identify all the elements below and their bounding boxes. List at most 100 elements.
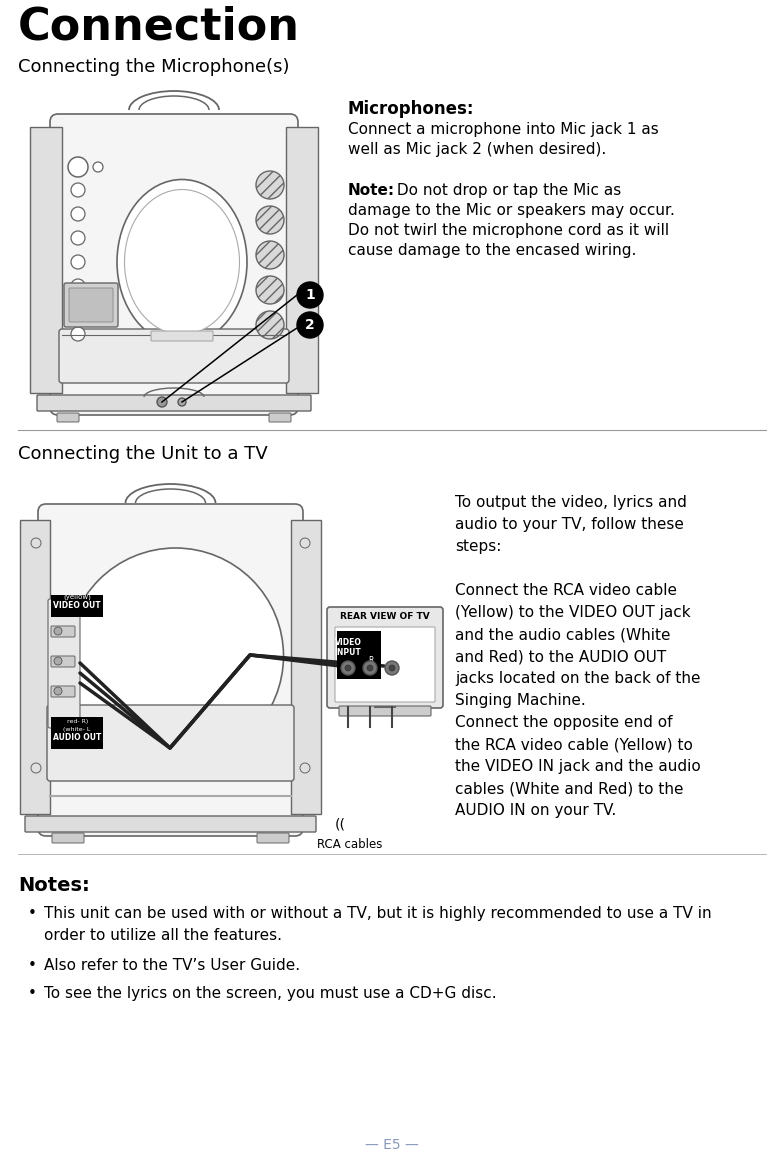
Circle shape: [300, 538, 310, 548]
Circle shape: [71, 280, 85, 293]
Text: Connect the RCA video cable: Connect the RCA video cable: [455, 583, 677, 599]
Polygon shape: [286, 126, 318, 393]
Circle shape: [71, 183, 85, 197]
FancyBboxPatch shape: [337, 631, 381, 679]
Text: (yellow): (yellow): [63, 594, 91, 600]
FancyBboxPatch shape: [269, 413, 291, 422]
Text: L: L: [386, 657, 390, 665]
Text: Connect the opposite end of: Connect the opposite end of: [455, 715, 673, 730]
FancyBboxPatch shape: [51, 626, 75, 637]
Circle shape: [93, 162, 103, 172]
FancyBboxPatch shape: [51, 686, 75, 697]
Circle shape: [300, 763, 310, 773]
FancyBboxPatch shape: [339, 706, 431, 716]
Ellipse shape: [117, 180, 247, 345]
Text: and Red) to the AUDIO OUT: and Red) to the AUDIO OUT: [455, 648, 666, 664]
Text: REAR VIEW OF TV: REAR VIEW OF TV: [340, 612, 430, 621]
FancyBboxPatch shape: [25, 815, 316, 832]
Text: jacks located on the back of the: jacks located on the back of the: [455, 670, 700, 686]
Text: (Yellow) to the VIDEO OUT jack: (Yellow) to the VIDEO OUT jack: [455, 606, 691, 619]
Text: audio to your TV, follow these: audio to your TV, follow these: [455, 517, 684, 532]
Text: cables (White and Red) to the: cables (White and Red) to the: [455, 781, 684, 796]
Text: R: R: [368, 657, 374, 665]
Circle shape: [71, 206, 85, 222]
Circle shape: [341, 661, 355, 675]
Circle shape: [157, 397, 167, 407]
Text: To output the video, lyrics and: To output the video, lyrics and: [455, 495, 687, 510]
Text: 1: 1: [305, 288, 315, 302]
Text: VIDEO: VIDEO: [335, 638, 361, 647]
FancyBboxPatch shape: [64, 283, 118, 327]
Text: INPUT: INPUT: [335, 648, 361, 657]
Circle shape: [67, 548, 284, 764]
Text: Connect a microphone into Mic jack 1 as: Connect a microphone into Mic jack 1 as: [348, 122, 659, 137]
Text: This unit can be used with or without a TV, but it is highly recommended to use : This unit can be used with or without a …: [44, 906, 712, 921]
Text: order to utilize all the features.: order to utilize all the features.: [44, 928, 282, 943]
Text: Connection: Connection: [18, 5, 300, 48]
FancyBboxPatch shape: [59, 329, 289, 383]
Text: To see the lyrics on the screen, you must use a CD+G disc.: To see the lyrics on the screen, you mus…: [44, 986, 496, 1001]
Circle shape: [389, 665, 395, 670]
Text: Do not drop or tap the Mic as: Do not drop or tap the Mic as: [392, 183, 621, 198]
FancyBboxPatch shape: [69, 288, 113, 322]
FancyBboxPatch shape: [257, 833, 289, 843]
Circle shape: [31, 538, 41, 548]
FancyBboxPatch shape: [151, 331, 213, 341]
FancyBboxPatch shape: [51, 657, 75, 667]
Text: Also refer to the TV’s User Guide.: Also refer to the TV’s User Guide.: [44, 958, 300, 973]
Text: Connecting the Microphone(s): Connecting the Microphone(s): [18, 58, 289, 77]
Text: — E5 —: — E5 —: [365, 1138, 419, 1152]
FancyBboxPatch shape: [52, 833, 84, 843]
Circle shape: [71, 327, 85, 341]
Circle shape: [363, 661, 377, 675]
Ellipse shape: [125, 189, 239, 334]
FancyBboxPatch shape: [48, 599, 80, 728]
FancyBboxPatch shape: [327, 607, 443, 708]
FancyBboxPatch shape: [51, 717, 103, 749]
FancyBboxPatch shape: [57, 413, 79, 422]
Circle shape: [54, 687, 62, 695]
Text: AUDIO OUT: AUDIO OUT: [53, 733, 101, 742]
Text: Microphones:: Microphones:: [348, 100, 474, 118]
Text: cause damage to the encased wiring.: cause damage to the encased wiring.: [348, 242, 637, 258]
Text: AUDIO: AUDIO: [387, 638, 414, 647]
Circle shape: [345, 665, 351, 670]
Circle shape: [54, 657, 62, 665]
Text: ((: ((: [335, 818, 346, 832]
Text: Notes:: Notes:: [18, 876, 89, 896]
Text: Connecting the Unit to a TV: Connecting the Unit to a TV: [18, 445, 268, 463]
Text: the RCA video cable (Yellow) to: the RCA video cable (Yellow) to: [455, 737, 693, 752]
Circle shape: [297, 312, 323, 338]
Text: Note:: Note:: [348, 183, 395, 198]
Circle shape: [71, 231, 85, 245]
Circle shape: [31, 763, 41, 773]
Circle shape: [54, 628, 62, 635]
Circle shape: [71, 303, 85, 317]
Text: well as Mic jack 2 (when desired).: well as Mic jack 2 (when desired).: [348, 142, 606, 157]
Text: damage to the Mic or speakers may occur.: damage to the Mic or speakers may occur.: [348, 203, 675, 218]
Text: 2: 2: [305, 318, 315, 332]
FancyBboxPatch shape: [335, 628, 435, 702]
Text: INPUT: INPUT: [387, 648, 413, 657]
FancyBboxPatch shape: [37, 396, 311, 411]
Circle shape: [71, 255, 85, 269]
Text: (white- L: (white- L: [64, 727, 91, 732]
Text: •: •: [28, 906, 37, 921]
Text: the VIDEO IN jack and the audio: the VIDEO IN jack and the audio: [455, 759, 701, 774]
Circle shape: [256, 276, 284, 304]
Circle shape: [297, 282, 323, 309]
FancyBboxPatch shape: [51, 595, 103, 617]
FancyBboxPatch shape: [50, 114, 298, 415]
Text: red- R): red- R): [65, 719, 89, 725]
Circle shape: [385, 661, 399, 675]
Polygon shape: [30, 126, 62, 393]
Polygon shape: [20, 520, 50, 814]
Text: RCA cables: RCA cables: [318, 838, 383, 851]
FancyBboxPatch shape: [47, 705, 294, 781]
Circle shape: [256, 171, 284, 200]
Text: •: •: [28, 958, 37, 973]
FancyBboxPatch shape: [38, 503, 303, 836]
Text: steps:: steps:: [455, 539, 502, 554]
Circle shape: [256, 311, 284, 339]
Polygon shape: [291, 520, 321, 814]
